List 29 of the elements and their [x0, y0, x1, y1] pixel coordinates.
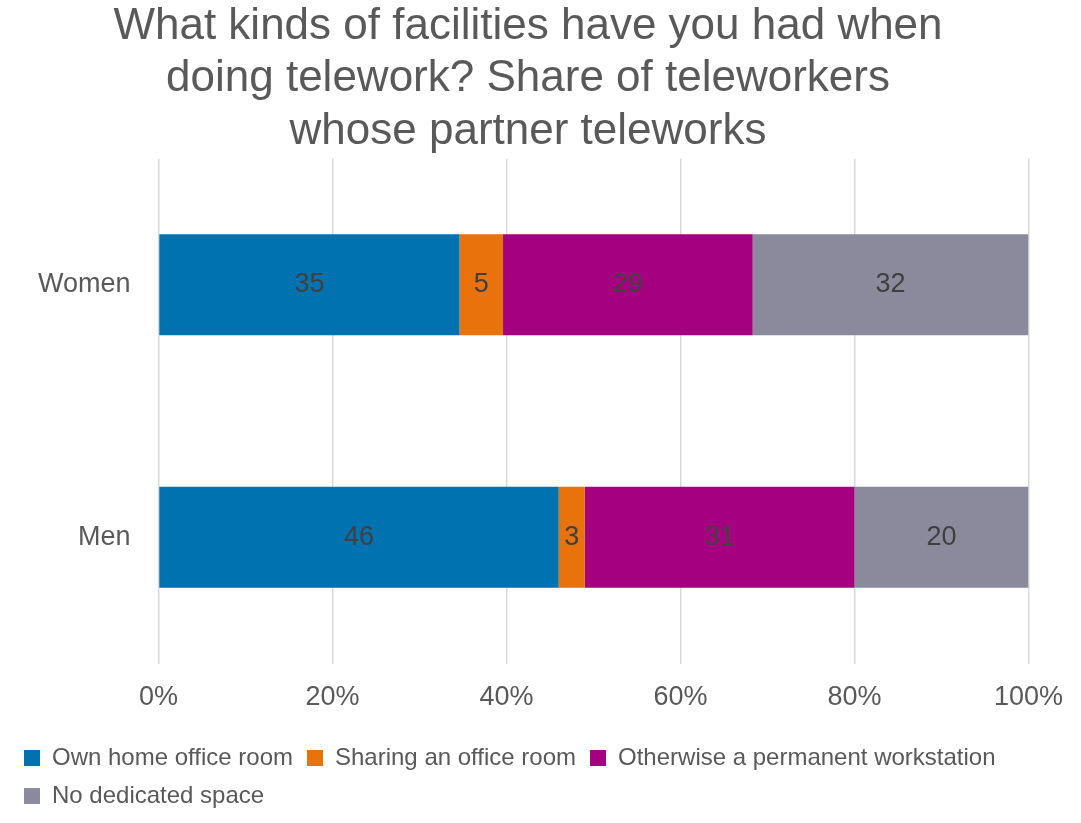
legend-label: Sharing an office room — [335, 742, 577, 770]
data-label: 35 — [294, 268, 325, 299]
legend-label: Otherwise a permanent workstation — [618, 742, 996, 770]
data-label: 29 — [612, 268, 643, 299]
bar — [752, 234, 1029, 336]
data-label: 5 — [473, 268, 489, 299]
bar — [159, 486, 559, 588]
y-tick-label: Men — [78, 520, 131, 551]
x-tick-label: 60% — [653, 681, 708, 712]
y-tick-label: Women — [37, 268, 131, 299]
data-label: 3 — [564, 520, 580, 551]
x-tick-label: 100% — [993, 681, 1063, 712]
legend-label: No dedicated space — [52, 780, 265, 808]
x-tick-label: 80% — [827, 681, 882, 712]
bar — [584, 486, 855, 588]
bar — [159, 234, 460, 336]
data-label: 20 — [926, 520, 957, 551]
bar — [854, 486, 1029, 588]
bar — [503, 234, 753, 336]
data-label: 31 — [704, 520, 735, 551]
chart-title: What kinds of facilities have you had when doing telework? Share of teleworkers whose partner teleworks — [113, 0, 943, 154]
bar — [459, 234, 504, 336]
x-tick-label: 20% — [305, 681, 360, 712]
legend-label: Own home office room — [52, 742, 293, 770]
data-label: 32 — [875, 268, 906, 299]
bar — [558, 486, 585, 588]
x-tick-label: 0% — [139, 681, 179, 712]
data-label: 46 — [343, 520, 375, 551]
x-tick-label: 40% — [479, 681, 534, 712]
